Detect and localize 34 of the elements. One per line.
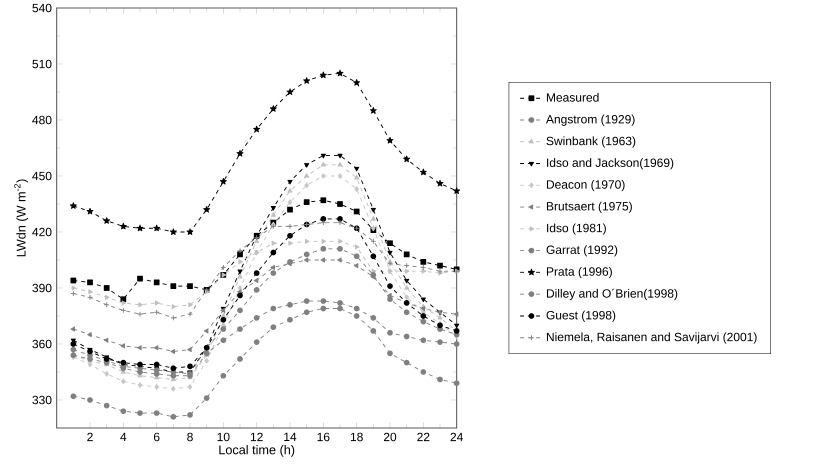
x-tick-label: 14	[284, 432, 296, 441]
y-tick-label: 480	[32, 116, 52, 124]
y-tick-label: 390	[32, 284, 52, 292]
x-tick-label: 24	[450, 432, 463, 442]
x-axis-title: Local time (h)	[219, 445, 294, 457]
legend-label: Prata (1996)	[546, 266, 612, 278]
y-tick-label: 450	[32, 172, 52, 180]
legend-label: Idso and Jackson(1969)	[547, 158, 674, 170]
legend-label: Idso (1981)	[547, 223, 606, 235]
y-tick-label: 330	[32, 396, 52, 404]
legend-label: Garrat (1992)	[546, 245, 618, 256]
x-tick-label: 12	[250, 432, 263, 442]
x-tick-label: 2	[87, 432, 93, 442]
legend-label: Swinbank (1963)	[546, 136, 636, 148]
y-tick-label: 510	[32, 60, 52, 68]
y-tick-label: 360	[32, 340, 52, 348]
legend-label: Dilley and O´Brien(1998)	[546, 288, 678, 300]
legend-label: Measured	[546, 92, 599, 102]
x-tick-label: 6	[154, 432, 160, 442]
x-tick-label: 8	[187, 432, 193, 442]
x-tick-label: 20	[384, 432, 396, 442]
legend-label: Niemela, Raisanen and Savijarvi (2001)	[546, 332, 757, 344]
x-tick-label: 18	[350, 432, 363, 442]
x-tick-label: 10	[218, 432, 230, 442]
legend-label: Brutsaert (1975)	[546, 202, 632, 213]
y-tick-label: 420	[32, 228, 52, 236]
legend-label: Angstrom (1929)	[546, 114, 635, 126]
legend-label: Guest (1998)	[546, 310, 616, 322]
x-tick-label: 4	[120, 432, 126, 441]
y-axis-title: LWdn (W m$^{-2}$)	[14, 179, 28, 256]
x-tick-label: 16	[318, 432, 330, 442]
x-tick-label: 22	[417, 432, 430, 442]
y-tick-label: 540	[32, 4, 52, 12]
legend-label: Deacon (1970)	[546, 180, 625, 192]
